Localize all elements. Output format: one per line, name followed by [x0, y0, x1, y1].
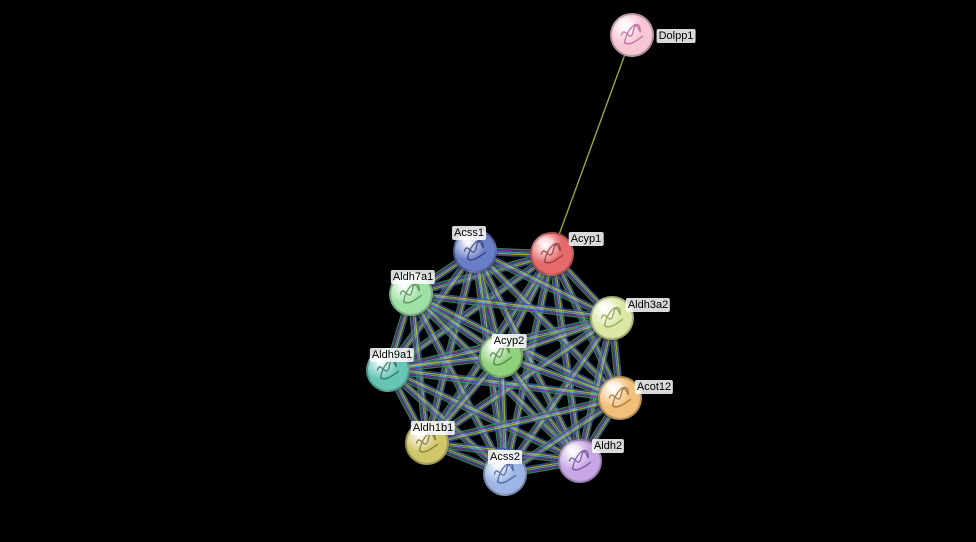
- protein-network-graph: Dolpp1Acyp1Acss1Aldh7a1Aldh3a2Aldh9a1Acy…: [0, 0, 976, 542]
- edge: [424, 250, 472, 442]
- protein-structure-icon: [605, 383, 635, 413]
- node-aldh7a1[interactable]: [389, 272, 433, 316]
- node-acss1[interactable]: [453, 229, 497, 273]
- edge: [390, 368, 507, 472]
- edge: [411, 294, 612, 318]
- edge: [428, 319, 613, 444]
- edge: [555, 254, 583, 461]
- node-acss2[interactable]: [483, 452, 527, 496]
- protein-structure-icon: [490, 459, 520, 489]
- edge: [429, 251, 477, 443]
- edge: [554, 254, 582, 461]
- node-aldh9a1[interactable]: [366, 348, 410, 392]
- edge: [411, 297, 612, 321]
- protein-structure-icon: [396, 279, 426, 309]
- edge: [388, 370, 505, 474]
- node-label: Acyp1: [569, 232, 604, 246]
- protein-structure-icon: [460, 236, 490, 266]
- edge: [411, 296, 612, 320]
- node-aldh1b1[interactable]: [405, 421, 449, 465]
- node-dolpp1[interactable]: [610, 13, 654, 57]
- edge: [428, 401, 621, 446]
- edge: [429, 321, 614, 446]
- node-acyp1[interactable]: [530, 232, 574, 276]
- node-acyp2[interactable]: [479, 334, 523, 378]
- edge: [552, 254, 580, 461]
- edge: [430, 252, 478, 444]
- edge: [411, 291, 612, 315]
- edge: [552, 35, 632, 254]
- edge: [425, 251, 473, 443]
- edge: [427, 398, 620, 443]
- node-aldh2[interactable]: [558, 439, 602, 483]
- edge: [411, 292, 612, 316]
- edge: [549, 254, 577, 461]
- node-acot12[interactable]: [598, 376, 642, 420]
- edge: [386, 372, 503, 476]
- edge: [426, 395, 619, 440]
- protein-structure-icon: [537, 239, 567, 269]
- protein-structure-icon: [412, 428, 442, 458]
- edge: [389, 369, 506, 473]
- edge: [426, 317, 611, 442]
- protein-structure-icon: [373, 355, 403, 385]
- edge: [427, 318, 612, 443]
- protein-structure-icon: [565, 446, 595, 476]
- node-label: Dolpp1: [657, 29, 696, 43]
- edge: [427, 400, 620, 445]
- edge: [427, 251, 475, 443]
- edge: [425, 315, 610, 440]
- edge: [550, 254, 578, 461]
- node-aldh3a2[interactable]: [590, 296, 634, 340]
- edge: [427, 396, 620, 441]
- protein-structure-icon: [486, 341, 516, 371]
- protein-structure-icon: [617, 20, 647, 50]
- edge: [387, 371, 504, 475]
- protein-structure-icon: [597, 303, 627, 333]
